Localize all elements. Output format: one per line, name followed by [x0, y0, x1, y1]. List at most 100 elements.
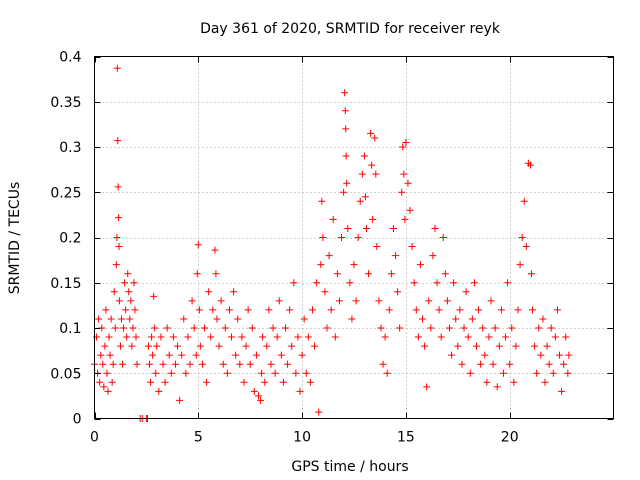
- data-point: [506, 360, 514, 368]
- data-point: [120, 324, 128, 332]
- data-point: [296, 387, 304, 395]
- data-point: [510, 378, 518, 386]
- data-point: [171, 360, 179, 368]
- data-point: [238, 333, 246, 341]
- data-point: [372, 170, 380, 178]
- data-point: [456, 306, 464, 314]
- data-point: [423, 383, 431, 391]
- data-point: [545, 360, 553, 368]
- data-point: [414, 333, 422, 341]
- data-point: [445, 324, 453, 332]
- data-point: [244, 306, 252, 314]
- data-point: [343, 179, 351, 187]
- chart-title: Day 361 of 2020, SRMTID for receiver rey…: [200, 21, 501, 37]
- data-point: [341, 89, 349, 97]
- x-tick-label: 5: [194, 430, 203, 446]
- data-point: [252, 351, 260, 359]
- data-point: [308, 306, 316, 314]
- data-point: [261, 378, 269, 386]
- data-point: [130, 279, 138, 287]
- data-point: [167, 369, 175, 377]
- data-point: [149, 351, 157, 359]
- data-point: [248, 324, 256, 332]
- data-point: [111, 324, 119, 332]
- data-point: [97, 351, 105, 359]
- data-point: [255, 392, 263, 400]
- data-point: [342, 125, 350, 133]
- data-point: [234, 315, 242, 323]
- data-point: [294, 333, 302, 341]
- data-point: [392, 252, 400, 260]
- data-point: [103, 369, 111, 377]
- data-point: [402, 138, 410, 146]
- data-point: [479, 324, 487, 332]
- data-point: [286, 306, 294, 314]
- data-point: [437, 333, 445, 341]
- data-point: [342, 152, 350, 160]
- data-point: [481, 351, 489, 359]
- data-point: [250, 387, 258, 395]
- data-point: [146, 360, 154, 368]
- data-point: [211, 246, 219, 254]
- data-point: [497, 306, 505, 314]
- data-point: [539, 315, 547, 323]
- data-point: [329, 215, 337, 223]
- data-point: [377, 324, 385, 332]
- data-point: [190, 324, 198, 332]
- data-point: [298, 351, 306, 359]
- data-point: [362, 224, 370, 232]
- data-point: [150, 292, 158, 300]
- data-point: [396, 324, 404, 332]
- data-point: [265, 306, 273, 314]
- data-point: [352, 297, 360, 305]
- data-point: [240, 378, 248, 386]
- data-point: [117, 315, 125, 323]
- data-point: [410, 279, 418, 287]
- data-point: [203, 378, 211, 386]
- data-point: [188, 297, 196, 305]
- y-tick-label: 0.25: [50, 185, 81, 201]
- data-point: [421, 342, 429, 350]
- data-point: [101, 342, 109, 350]
- data-point: [205, 288, 213, 296]
- data-point: [217, 297, 225, 305]
- data-point: [230, 288, 238, 296]
- data-point: [212, 270, 220, 278]
- y-tick-label: 0.35: [50, 95, 81, 111]
- data-point: [195, 306, 203, 314]
- data-point: [232, 351, 240, 359]
- data-point: [155, 387, 163, 395]
- data-point: [541, 378, 549, 386]
- data-point: [123, 333, 131, 341]
- data-point: [495, 342, 503, 350]
- data-point: [114, 183, 122, 191]
- data-point: [125, 288, 133, 296]
- data-point: [325, 252, 333, 260]
- data-point: [483, 378, 491, 386]
- data-point: [371, 134, 379, 142]
- data-point: [535, 324, 543, 332]
- data-point: [302, 369, 310, 377]
- data-point: [323, 324, 331, 332]
- data-point: [209, 306, 217, 314]
- data-point: [163, 324, 171, 332]
- data-point: [472, 342, 480, 350]
- data-point: [114, 137, 122, 145]
- data-point: [493, 383, 501, 391]
- data-point: [460, 324, 468, 332]
- data-point: [551, 333, 559, 341]
- data-point: [169, 333, 177, 341]
- data-point: [311, 342, 319, 350]
- data-point: [104, 387, 112, 395]
- data-point: [321, 288, 329, 296]
- x-tick-labels: 0 5 10 15 20: [90, 430, 519, 446]
- data-point: [383, 369, 391, 377]
- data-point: [491, 324, 499, 332]
- data-point: [198, 360, 206, 368]
- y-tick-labels: 0 0.05 0.1 0.15 0.2 0.25 0.3 0.35 0.4: [50, 50, 81, 428]
- data-point: [228, 333, 236, 341]
- data-point: [223, 369, 231, 377]
- data-point: [148, 333, 156, 341]
- data-point: [277, 351, 285, 359]
